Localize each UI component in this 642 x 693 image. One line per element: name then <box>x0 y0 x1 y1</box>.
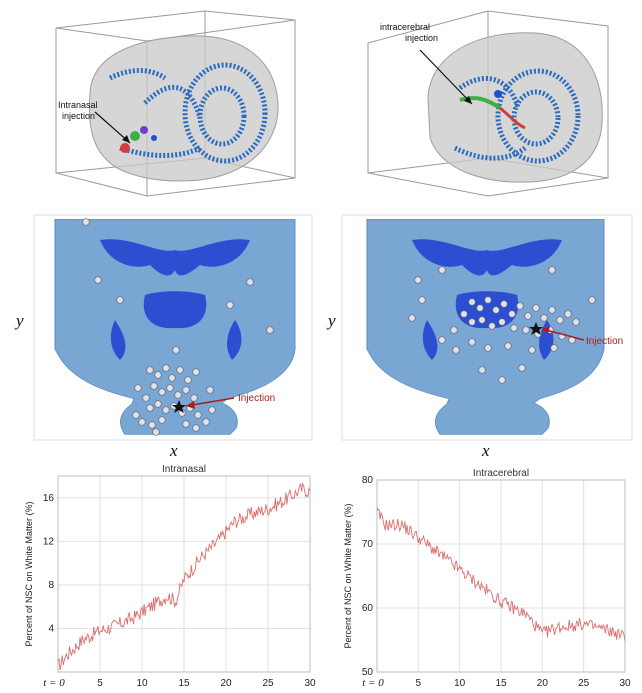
series-line <box>57 482 311 670</box>
plot-frame <box>33 214 313 441</box>
y-tick-label: 50 <box>362 667 374 678</box>
slice-2d-intranasal-canvas: Injection y x <box>14 214 313 460</box>
annotation-text-line2: injection <box>405 33 438 43</box>
injection-star <box>172 400 186 413</box>
y-tick-label: 12 <box>43 536 55 547</box>
x-tick-label: 10 <box>136 678 148 689</box>
annotation-arrow <box>419 49 473 105</box>
injection-label: Injection <box>238 393 275 404</box>
brain-3d-intracerebral-canvas: intracerebral injection <box>367 10 609 197</box>
annotation-text-line1: intracerebral <box>380 22 430 32</box>
x-tick-label: 20 <box>537 678 549 689</box>
chart-title: Intracerebral <box>473 468 529 479</box>
x-tick-label: 25 <box>262 678 274 689</box>
x-axis-label: x <box>481 441 490 460</box>
y-tick-label: 70 <box>362 539 374 550</box>
x-tick-label: t = 0 <box>43 677 65 689</box>
injection-label: Injection <box>586 336 623 347</box>
annotation-arrow <box>94 111 131 144</box>
plot-frame <box>376 479 626 673</box>
x-tick-label: 5 <box>97 678 103 689</box>
y-tick-label: 8 <box>48 580 54 591</box>
line-chart-intracerebral-canvas: t = 0 5 10 15 20 25 30 50 60 70 80 Intracerebral Per… <box>343 468 631 689</box>
slice-2d-intracerebral: Injection y x <box>322 210 642 462</box>
injection-arrow <box>541 328 585 341</box>
series-line <box>376 507 626 641</box>
nsc-cluster <box>408 266 596 384</box>
line-chart-intracerebral: t = 0 5 10 15 20 25 30 50 60 70 80 Intracerebral Per… <box>321 460 642 693</box>
line-chart-intranasal-canvas: t = 0 5 10 15 20 25 30 4 8 12 16 Intranasal Percent … <box>24 464 316 689</box>
brain-surface <box>88 35 279 182</box>
y-axis-label: Percent of NSC on White Matter (%) <box>343 503 353 648</box>
y-tick-label: 16 <box>43 493 55 504</box>
injection-star <box>529 322 543 335</box>
annotation-text-line1: Intranasal <box>58 100 98 110</box>
x-tick-label: 20 <box>220 678 232 689</box>
injection-track <box>120 126 157 153</box>
annotation-arrowhead <box>122 135 130 143</box>
annotation-arrowhead <box>464 96 472 104</box>
y-tick-label: 60 <box>362 603 374 614</box>
x-axis-label: x <box>169 441 178 460</box>
slice-2d-intranasal: Injection y x <box>0 210 320 462</box>
x-tick-label: 10 <box>454 678 466 689</box>
line-chart-intranasal: t = 0 5 10 15 20 25 30 4 8 12 16 Intranasal Percent … <box>0 460 321 693</box>
nsc-cluster <box>82 218 274 436</box>
white-matter-3d <box>453 68 581 164</box>
y-axis-label: y <box>14 311 24 330</box>
x-tick-label: 30 <box>619 678 631 689</box>
x-tick-label: 15 <box>178 678 190 689</box>
brain-3d-intranasal: Intranasal injection <box>50 8 305 198</box>
injection-track <box>459 90 526 130</box>
y-tick-label: 80 <box>362 475 374 486</box>
plot-frame <box>57 475 311 673</box>
x-tick-label: 30 <box>304 678 316 689</box>
x-tick-label: 5 <box>416 678 422 689</box>
x-tick-label: 25 <box>578 678 590 689</box>
x-tick-label: 15 <box>495 678 507 689</box>
annotation-text-line2: injection <box>62 111 95 121</box>
y-axis-label: Percent of NSC on White Matter (%) <box>24 501 34 646</box>
white-matter-2d <box>100 239 250 360</box>
injection-arrowhead <box>186 401 195 409</box>
chart-title: Intranasal <box>162 464 206 475</box>
plot-frame <box>341 214 633 441</box>
x-tick-label: t = 0 <box>362 677 384 689</box>
injection-arrowhead <box>542 326 550 334</box>
brain-3d-intracerebral: intracerebral injection <box>360 8 620 198</box>
brain-3d-intranasal-canvas: Intranasal injection <box>55 10 296 197</box>
y-tick-label: 4 <box>48 623 54 634</box>
y-axis-label: y <box>326 311 336 330</box>
slice-2d-intracerebral-canvas: Injection y x <box>326 214 633 460</box>
